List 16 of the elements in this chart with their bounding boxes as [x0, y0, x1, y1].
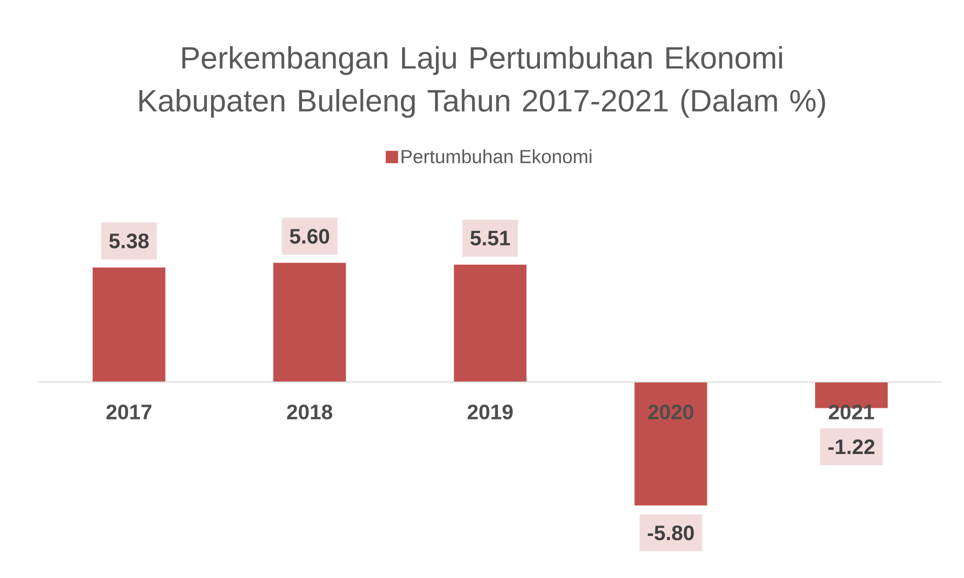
data-label: -1.22: [828, 439, 874, 454]
x-tick-label: 2017: [106, 404, 152, 420]
x-tick-label: 2019: [468, 404, 513, 420]
data-label: 5.38: [109, 234, 149, 248]
legend-label: Pertumbuhan Ekonomi: [402, 149, 592, 164]
x-tick-label: 2020: [648, 404, 694, 420]
bar: [454, 264, 527, 382]
bar: [273, 262, 346, 382]
data-label: 5.51: [470, 230, 510, 246]
data-label: 5.60: [290, 228, 330, 244]
x-tick-label: 2018: [287, 404, 332, 420]
chart-title: Perkembangan Laju Pertumbuhan Ekonomi Kabupaten Buleleng Tahun 2017-2021 (Dalam %): [139, 46, 826, 118]
bar: [634, 382, 708, 506]
x-tick-label: 2021: [828, 404, 874, 420]
bar: [92, 267, 166, 382]
data-label: -5.80: [648, 525, 694, 540]
